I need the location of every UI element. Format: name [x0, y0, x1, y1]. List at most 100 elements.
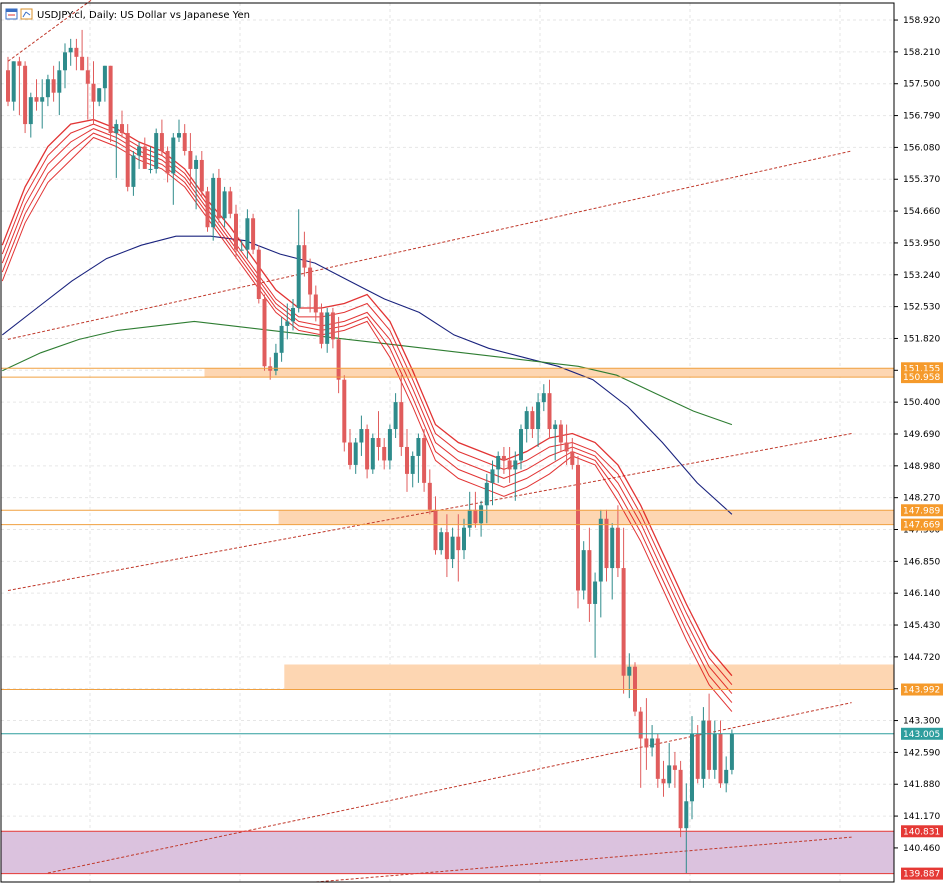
- ribbon-line: [1, 118, 733, 677]
- y-tick-label: 158.210: [903, 48, 940, 58]
- price-tag-label: 143.992: [903, 686, 940, 696]
- candle: [724, 756, 729, 793]
- candle-body: [627, 666, 632, 676]
- candle-body: [336, 339, 341, 380]
- candle-body: [433, 509, 438, 551]
- candle-body: [365, 429, 370, 470]
- candle: [23, 61, 28, 134]
- candle: [399, 375, 404, 456]
- candle-body: [142, 146, 147, 169]
- candle-body: [11, 61, 16, 102]
- candle: [479, 500, 484, 537]
- candle: [410, 451, 415, 488]
- y-tick-label: 140.460: [903, 844, 940, 854]
- candle-body: [182, 133, 187, 151]
- candle-body: [467, 509, 472, 528]
- candle-body: [45, 79, 50, 98]
- candle-body: [724, 769, 729, 784]
- candle: [239, 240, 244, 251]
- candle: [85, 56, 90, 120]
- candle: [541, 384, 546, 412]
- candle: [159, 119, 164, 156]
- candle-body: [91, 83, 96, 102]
- candle: [51, 65, 56, 102]
- candle-body: [444, 532, 449, 560]
- chart-title: USDJPY.cl, Daily: US Dollar vs Japanese …: [37, 10, 250, 21]
- candle: [672, 751, 677, 788]
- candle: [707, 693, 712, 779]
- candle-body: [114, 124, 119, 134]
- ribbon-line: [1, 136, 733, 712]
- candle-body: [405, 446, 409, 474]
- candle-body: [251, 218, 256, 250]
- candle-body: [501, 455, 506, 461]
- candle-body: [97, 88, 102, 102]
- price-tag-box: [901, 504, 943, 517]
- candle-body: [330, 312, 335, 340]
- candle: [370, 433, 375, 474]
- candle: [513, 451, 518, 501]
- candle: [234, 204, 238, 259]
- y-tick-label: 146.140: [903, 589, 940, 599]
- y-tick-label: 149.690: [903, 430, 940, 440]
- price-tag-label: 143.005: [903, 730, 940, 740]
- candle: [34, 79, 39, 111]
- candle: [610, 523, 615, 600]
- candle-body: [593, 581, 598, 604]
- y-tick-label: 156.080: [903, 143, 940, 153]
- candle-body: [342, 379, 347, 443]
- price-tag-label: 150.958: [903, 373, 940, 383]
- candle-body: [530, 411, 535, 430]
- candle-body: [701, 720, 706, 779]
- ribbon-line: [1, 132, 733, 703]
- candle: [125, 124, 130, 192]
- candle: [296, 209, 301, 313]
- price-tag: 143.992: [901, 683, 943, 696]
- price-tag: 147.669: [901, 518, 943, 531]
- price-tag: 140.831: [901, 825, 943, 838]
- candle: [519, 424, 523, 470]
- candle-body: [85, 70, 90, 84]
- horizontal-levels: [1, 367, 894, 875]
- candle: [536, 393, 541, 447]
- candle-body: [108, 65, 113, 134]
- candle: [171, 133, 176, 205]
- candle-body: [490, 469, 495, 483]
- candle: [342, 375, 347, 452]
- candle-body: [165, 150, 170, 174]
- candle: [615, 505, 620, 578]
- candle-body: [450, 536, 455, 560]
- candle-body: [615, 527, 620, 569]
- y-tick-label: 153.240: [903, 271, 940, 281]
- candle: [530, 406, 535, 439]
- candle: [63, 43, 67, 89]
- candle-body: [387, 429, 392, 461]
- candle-body: [456, 536, 461, 551]
- candle: [256, 245, 261, 304]
- candle: [405, 429, 409, 492]
- candle-body: [661, 778, 666, 784]
- candle-body: [382, 446, 387, 461]
- channel-line: [7, 433, 852, 591]
- y-tick-label: 148.270: [903, 494, 940, 504]
- y-tick-label: 156.790: [903, 112, 940, 122]
- price-tag-box: [901, 371, 943, 384]
- candle: [302, 231, 307, 277]
- candle-body: [313, 294, 318, 313]
- price-tag-label: 139.887: [903, 870, 940, 880]
- candle-body: [125, 133, 130, 187]
- channel-lines: [7, 0, 852, 883]
- candle: [57, 61, 62, 116]
- y-tick-label: 157.500: [903, 80, 940, 90]
- candle-body: [148, 168, 153, 170]
- candle-body: [547, 393, 552, 430]
- candle: [422, 429, 427, 492]
- candle-body: [587, 550, 592, 604]
- candle: [137, 142, 142, 169]
- candle-body: [40, 97, 45, 102]
- candle-body: [513, 460, 518, 470]
- candle: [450, 527, 455, 569]
- y-tick-label: 150.400: [903, 398, 940, 408]
- candle: [661, 760, 666, 797]
